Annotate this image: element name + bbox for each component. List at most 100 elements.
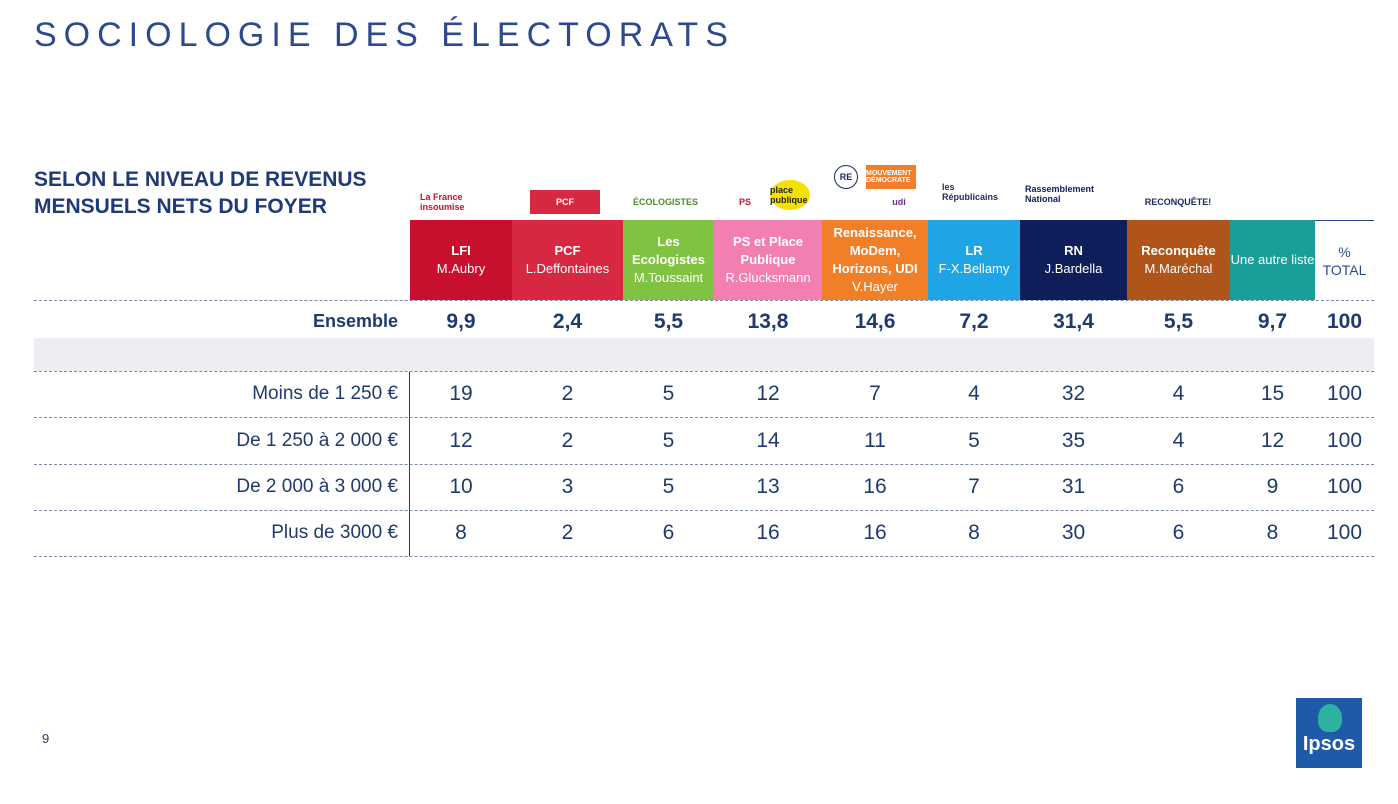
party-name: Renaissance, MoDem, Horizons, UDI (832, 225, 918, 276)
table-cell: 100 (1326, 310, 1363, 333)
party-logo-6: RE (834, 165, 858, 189)
table-cell: 35 (1061, 429, 1086, 452)
table-cell: 5 (662, 475, 675, 498)
party-logo-3: ÉCOLOGISTES (632, 197, 698, 207)
total-header-label: TOTAL (1322, 262, 1367, 278)
table-cell: 12 (756, 382, 780, 405)
table-cell: 7 (869, 382, 881, 405)
row-divider (34, 556, 1374, 557)
row-label: Moins de 1 250 € (252, 383, 398, 404)
table-cell: 8 (455, 521, 467, 544)
candidate-name: M.Toussaint (633, 270, 704, 285)
table-cell: 3 (561, 475, 574, 498)
party-logo-5: place publique (770, 180, 810, 210)
column-header-5: Renaissance, MoDem, Horizons, UDI V.Hayer (822, 220, 928, 300)
table-cell: 16 (863, 521, 887, 544)
table-cell: 11 (864, 429, 886, 452)
table-cell: 5,5 (653, 310, 684, 333)
table-cell: 2 (561, 382, 574, 405)
table-cell: 16 (863, 475, 887, 498)
page-title: SOCIOLOGIE DES ÉLECTORATS (34, 16, 735, 54)
table-cell: 30 (1061, 521, 1086, 544)
table-cell: 2 (561, 521, 574, 544)
candidate-name: R.Glucksmann (725, 270, 811, 285)
table-cell: 13 (756, 475, 780, 498)
table-cell: 8 (968, 521, 980, 544)
table-cell: 100 (1326, 521, 1363, 544)
party-logo-9: les Républicains (942, 182, 999, 202)
candidate-name: M.Maréchal (1144, 261, 1213, 276)
party-name: Les Ecologistes (632, 234, 705, 267)
table-cell: 4 (1172, 429, 1185, 452)
table-cell: 4 (968, 382, 980, 405)
party-name: Une autre liste (1230, 252, 1315, 267)
party-name: Reconquête (1141, 243, 1216, 258)
row-label: De 1 250 à 2 000 € (236, 430, 398, 451)
column-header-8: Reconquête M.Maréchal (1127, 220, 1230, 300)
table-cell: 10 (449, 475, 473, 498)
table-cell: 100 (1326, 429, 1363, 452)
total-header-symbol: % (1338, 244, 1351, 260)
spacer-band (34, 338, 1374, 371)
row-label: De 2 000 à 3 000 € (236, 476, 398, 497)
table-cell: 9,7 (1257, 310, 1288, 333)
table-cell: 9,9 (446, 310, 476, 333)
row-label: Plus de 3000 € (271, 522, 398, 543)
table-cell: 13,8 (747, 310, 789, 333)
table-cell: 2,4 (552, 310, 583, 333)
table-cell: 19 (449, 382, 473, 405)
column-header-1: LFI M.Aubry (410, 220, 512, 300)
candidate-name: J.Bardella (1044, 261, 1103, 276)
row-divider (34, 510, 1374, 511)
party-name: LFI (451, 243, 471, 258)
table-cell: 15 (1260, 382, 1285, 405)
table-cell: 6 (662, 521, 675, 544)
candidate-name: M.Aubry (436, 261, 486, 276)
table-cell: 32 (1061, 382, 1086, 405)
table-cell: 14 (756, 429, 780, 452)
column-header-4: PS et Place Publique R.Glucksmann (714, 220, 822, 300)
table-cell: 14,6 (854, 310, 896, 333)
candidate-name: F-X.Bellamy (938, 261, 1010, 276)
row-label: Ensemble (312, 311, 398, 331)
column-header-3: Les Ecologistes M.Toussaint (623, 220, 714, 300)
party-logo-1: La France insoumise (420, 192, 465, 212)
table-cell: 16 (756, 521, 780, 544)
table-cell: 5 (662, 382, 675, 405)
party-logo-7: MOUVEMENT DÉMOCRATE (866, 165, 916, 189)
party-name: PCF (554, 243, 581, 258)
column-header-2: PCF L.Deffontaines (512, 220, 623, 300)
table-cell: 5 (662, 429, 675, 452)
table-cell: 2 (561, 429, 574, 452)
party-name: LR (965, 243, 983, 258)
table-cell: 7 (968, 475, 980, 498)
table-cell: 31 (1061, 475, 1086, 498)
table-cell: 100 (1326, 475, 1363, 498)
candidate-name: L.Deffontaines (525, 261, 610, 276)
subtitle-line-2: MENSUELS NETS DU FOYER (34, 195, 327, 218)
page-number: 9 (42, 731, 50, 746)
table-cell: 12 (1260, 429, 1285, 452)
party-logo-11: RECONQUÊTE! (1144, 197, 1212, 207)
header-divider (34, 300, 1374, 301)
table-cell: 12 (449, 429, 473, 452)
table-cell: 5,5 (1163, 310, 1194, 333)
party-logo-4: PS (738, 197, 751, 207)
table-cell: 100 (1326, 382, 1363, 405)
body-top-divider (34, 371, 1374, 372)
ipsos-head-icon (1318, 704, 1342, 732)
party-logo-2: PCF (530, 190, 600, 214)
total-header: % TOTAL (1315, 220, 1374, 301)
party-logo-8: udi (892, 197, 906, 207)
party-name: PS et Place Publique (732, 234, 804, 267)
ipsos-logo-text: Ipsos (1302, 733, 1356, 755)
column-header-6: LR F-X.Bellamy (928, 220, 1020, 300)
table-cell: 31,4 (1053, 310, 1094, 333)
party-logo-10: Rassemblement National (1025, 184, 1095, 204)
table-cell: 6 (1172, 521, 1185, 544)
subtitle-line-1: SELON LE NIVEAU DE REVENUS (34, 168, 367, 191)
column-header-7: RN J.Bardella (1020, 220, 1127, 300)
table-cell: 6 (1172, 475, 1185, 498)
row-divider (34, 464, 1374, 465)
table-subtitle: SELON LE NIVEAU DE REVENUS MENSUELS NETS… (34, 166, 394, 220)
